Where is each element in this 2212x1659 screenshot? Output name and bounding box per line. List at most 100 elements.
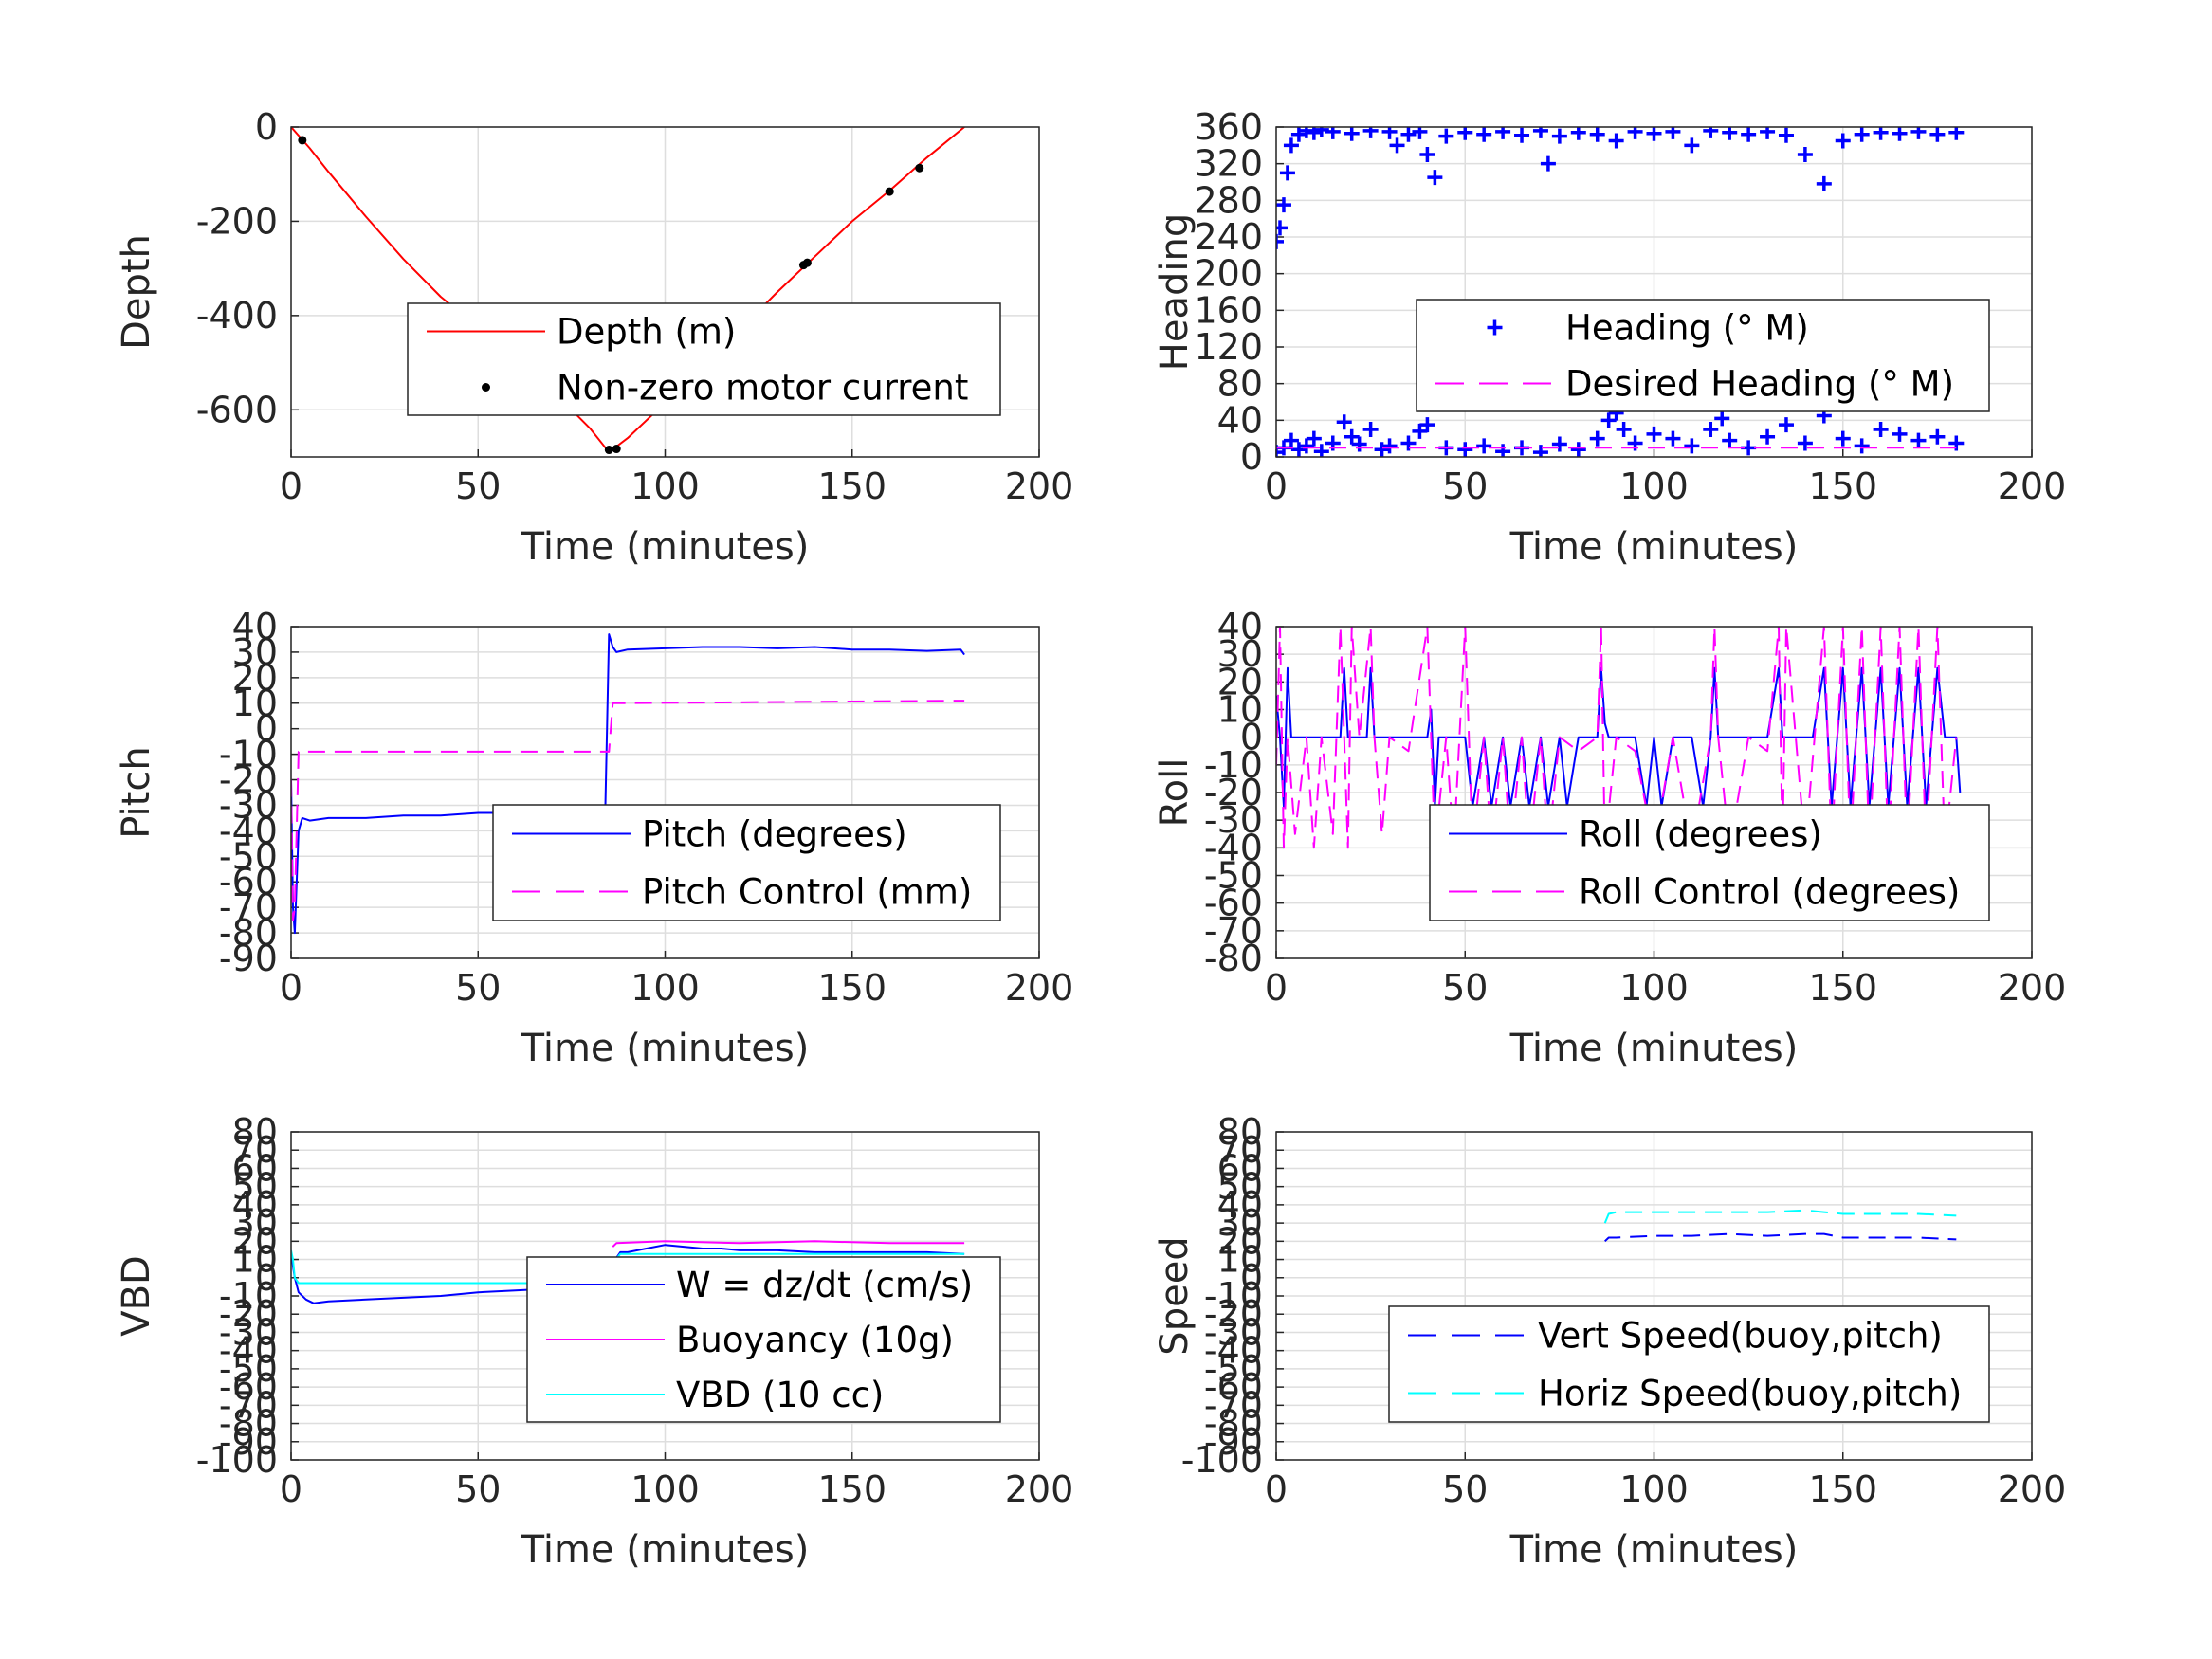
x-tick-label: 150 bbox=[1808, 1468, 1877, 1510]
y-tick-label: 0 bbox=[255, 708, 278, 750]
heading-point bbox=[1412, 127, 1428, 139]
heading-point bbox=[1778, 127, 1794, 143]
y-tick-label: -10 bbox=[1204, 744, 1263, 786]
heading-point bbox=[1276, 445, 1284, 457]
heading-point bbox=[1835, 430, 1851, 447]
heading-point bbox=[1419, 417, 1435, 433]
y-tick-label: -50 bbox=[219, 1348, 278, 1390]
legend-entry: Pitch Control (mm) bbox=[642, 872, 972, 913]
y-tick-label: -70 bbox=[219, 1384, 278, 1426]
heading-point bbox=[1665, 127, 1681, 139]
x-tick-label: 0 bbox=[1265, 967, 1288, 1009]
motor-current-point bbox=[915, 163, 924, 173]
legend-box bbox=[1388, 1305, 1990, 1423]
x-tick-label: 0 bbox=[280, 465, 302, 507]
y-tick-label: 120 bbox=[1194, 326, 1263, 368]
x-tick-label: 50 bbox=[455, 1468, 501, 1510]
heading-point bbox=[1325, 127, 1341, 139]
legend: Vert Speed(buoy,pitch) Horiz Speed(buoy,p… bbox=[1388, 1305, 1990, 1423]
y-tick-label: 30 bbox=[1217, 633, 1263, 675]
y-tick-label: -90 bbox=[1204, 1421, 1263, 1463]
heading-point bbox=[1457, 442, 1473, 457]
heading-point bbox=[1298, 127, 1314, 138]
series-line-2 bbox=[612, 1240, 965, 1248]
legend-entry: Roll (degrees) bbox=[1579, 814, 1822, 855]
series-line-2 bbox=[291, 700, 965, 921]
y-tick-label: 20 bbox=[232, 1220, 278, 1262]
motor-current-point bbox=[298, 136, 307, 145]
heading-point bbox=[1600, 412, 1617, 428]
heading-point bbox=[1551, 436, 1567, 452]
heading-point bbox=[1276, 220, 1288, 236]
heading-point bbox=[1298, 438, 1314, 454]
axes-box bbox=[290, 126, 1040, 458]
y-tick-label: 50 bbox=[1217, 1166, 1263, 1208]
heading-point bbox=[1344, 428, 1360, 445]
y-tick-label: 80 bbox=[1217, 1111, 1263, 1153]
y-tick-label: -70 bbox=[1204, 1384, 1263, 1426]
x-tick-label: 200 bbox=[1005, 1468, 1074, 1510]
series-line-2 bbox=[1603, 1209, 1957, 1224]
x-tick-label: 150 bbox=[817, 1468, 887, 1510]
legend-entry: Horiz Speed(buoy,pitch) bbox=[1538, 1374, 1962, 1414]
legend-entry: Vert Speed(buoy,pitch) bbox=[1538, 1316, 1943, 1357]
y-tick-label: -80 bbox=[1204, 938, 1263, 979]
y-tick-label: 320 bbox=[1194, 143, 1263, 185]
axes-box bbox=[1275, 1131, 2033, 1461]
heading-point bbox=[1514, 127, 1530, 143]
legend-entry: Buoyancy (10g) bbox=[676, 1320, 954, 1360]
x-tick-label: 0 bbox=[280, 967, 302, 1009]
y-tick-label: -30 bbox=[219, 784, 278, 826]
legend-entry: Heading (° M) bbox=[1565, 308, 1809, 349]
x-tick-label: 0 bbox=[1265, 1468, 1288, 1510]
y-tick-label: 30 bbox=[232, 631, 278, 673]
x-tick-label: 200 bbox=[1005, 967, 1074, 1009]
y-tick-label: -80 bbox=[219, 912, 278, 954]
y-tick-label: -100 bbox=[196, 1439, 278, 1481]
heading-point bbox=[1760, 428, 1776, 445]
heading-point bbox=[1929, 428, 1946, 445]
subplot-6: 0 50 100 150 20080706050403020100-10-20-30-4… bbox=[1153, 1111, 2066, 1572]
legend-swatch bbox=[1487, 319, 1503, 336]
motor-current-point bbox=[885, 187, 894, 196]
x-tick-label: 150 bbox=[817, 465, 887, 507]
heading-point bbox=[1381, 127, 1398, 139]
heading-point bbox=[1540, 155, 1556, 172]
y-tick-label: 70 bbox=[1217, 1129, 1263, 1171]
legend-entry: Non-zero motor current bbox=[557, 368, 968, 409]
y-tick-label: -50 bbox=[1204, 855, 1263, 897]
y-tick-label: -90 bbox=[219, 1421, 278, 1463]
y-tick-label: 60 bbox=[1217, 1147, 1263, 1189]
heading-point bbox=[1551, 128, 1567, 144]
y-tick-label: -20 bbox=[219, 759, 278, 801]
legend-box bbox=[1429, 804, 1990, 921]
x-tick-label: 150 bbox=[1808, 967, 1877, 1009]
y-tick-label: -70 bbox=[219, 886, 278, 928]
y-tick-label: 0 bbox=[1240, 1257, 1263, 1299]
heading-point bbox=[1892, 127, 1908, 141]
heading-point bbox=[1616, 422, 1632, 437]
y-tick-label: -60 bbox=[219, 1366, 278, 1408]
heading-point bbox=[1910, 127, 1927, 139]
legend-entry: Roll Control (degrees) bbox=[1579, 872, 1960, 913]
y-tick-label: -60 bbox=[1204, 883, 1263, 924]
y-tick-label: -80 bbox=[219, 1403, 278, 1445]
subplot-3: 0 50 100 150 200403020100-10-20-30-40-50-60-… bbox=[115, 606, 1073, 1070]
heading-point bbox=[1344, 127, 1360, 141]
heading-point bbox=[1283, 137, 1299, 154]
heading-point bbox=[1589, 127, 1605, 142]
y-tick-label: 30 bbox=[1217, 1202, 1263, 1244]
x-axis-label: Time (minutes) bbox=[1509, 525, 1799, 569]
y-tick-label: -400 bbox=[196, 295, 278, 337]
y-tick-label: 40 bbox=[1217, 399, 1263, 441]
x-tick-label: 200 bbox=[1998, 967, 2067, 1009]
y-tick-label: -40 bbox=[219, 1330, 278, 1372]
heading-point bbox=[1389, 137, 1405, 154]
x-tick-label: 50 bbox=[1442, 967, 1488, 1009]
y-tick-label: -10 bbox=[219, 1275, 278, 1317]
motor-current-point bbox=[802, 258, 812, 267]
heading-point bbox=[1495, 127, 1511, 139]
y-tick-label: -30 bbox=[219, 1311, 278, 1353]
heading-point bbox=[1570, 442, 1586, 457]
